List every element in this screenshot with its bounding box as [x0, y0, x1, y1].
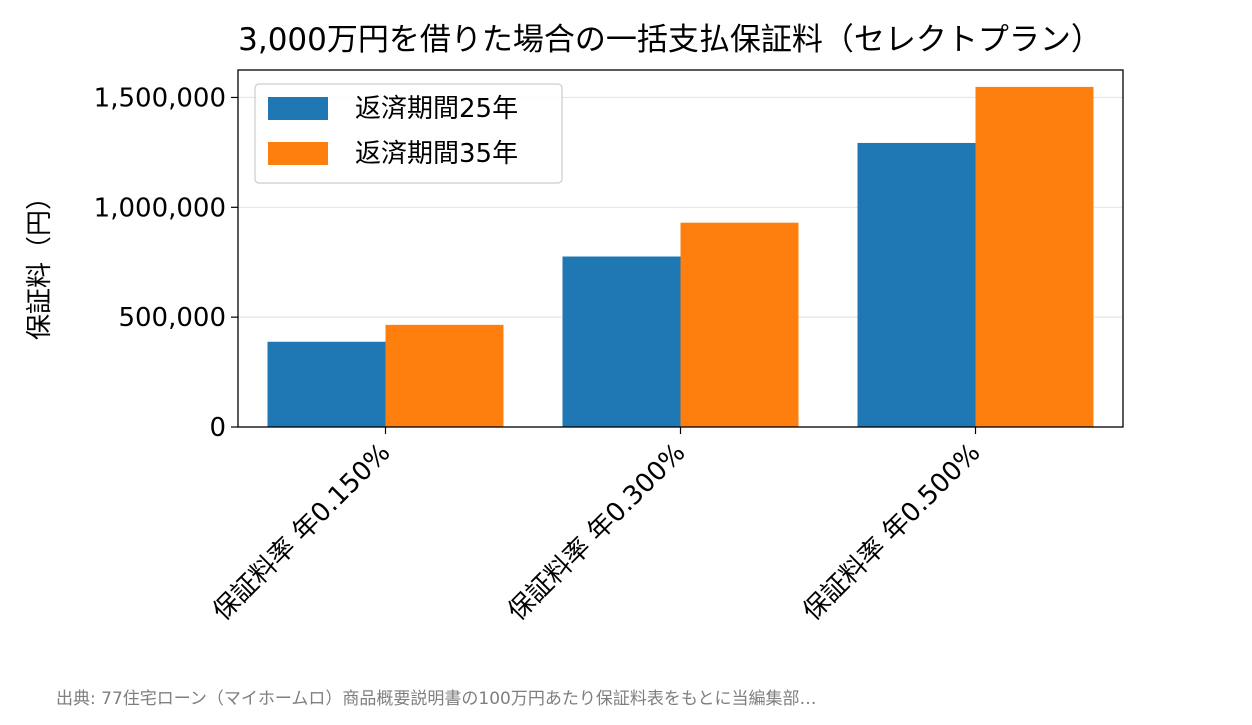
bar [857, 142, 976, 427]
legend-swatch [268, 97, 328, 120]
legend-label: 返済期間35年 [355, 139, 518, 169]
bar [562, 256, 681, 427]
legend-label: 返済期間25年 [355, 94, 518, 124]
chart-title: 3,000万円を借りた場合の一括支払保証料（セレクトプラン） [238, 22, 1102, 58]
y-tick-label: 500,000 [118, 303, 226, 333]
x-tick-label: 保証料率 年0.500% [797, 438, 986, 627]
y-axis-label: 保証料（円） [25, 184, 55, 340]
y-tick-label: 1,500,000 [94, 83, 226, 113]
bar [267, 341, 386, 427]
y-tick-label: 1,000,000 [94, 193, 226, 223]
y-tick-label: 0 [209, 413, 226, 443]
bar [975, 86, 1094, 427]
legend-box [254, 83, 563, 184]
y-axis: 0 500,000 1,000,000 1,500,000 [94, 83, 238, 443]
bars [267, 86, 1094, 427]
bar [680, 222, 799, 427]
x-tick-label: 保証料率 年0.150% [207, 438, 396, 627]
source-note: 出典: 77住宅ローン（マイホームロ）商品概要説明書の100万円あたり保証料表を… [56, 689, 817, 709]
bar [385, 324, 504, 427]
legend-swatch [268, 142, 328, 165]
x-tick-label: 保証料率 年0.300% [502, 438, 691, 627]
x-axis: 保証料率 年0.150% 保証料率 年0.300% 保証料率 年0.500% [207, 427, 986, 627]
